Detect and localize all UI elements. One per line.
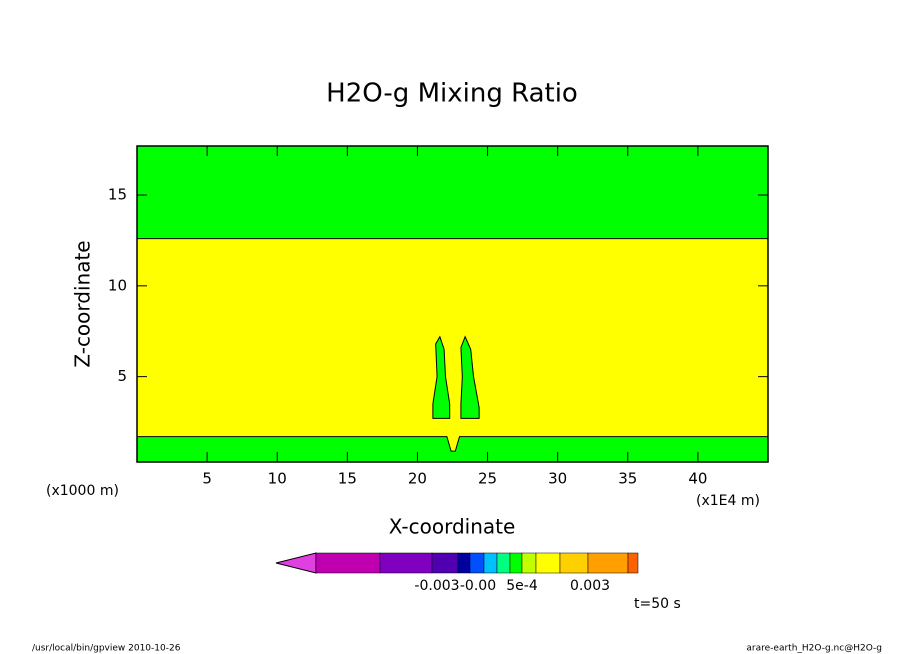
colorbar-swatch — [431, 552, 459, 574]
x-unit: (x1000 m) — [46, 483, 119, 499]
chart-title: H2O-g Mixing Ratio — [326, 79, 578, 109]
footer-left: /usr/local/bin/gpview 2010-10-26 — [32, 644, 181, 654]
x-axis-label: X-coordinate — [389, 515, 516, 539]
y-tick-label: 5 — [117, 367, 127, 385]
plot-frame — [136, 145, 769, 463]
contour-region — [432, 335, 451, 419]
x-tick-label: 40 — [688, 470, 707, 488]
colorbar-swatch — [457, 552, 471, 574]
colorbar-swatch — [496, 552, 511, 574]
colorbar-label: 5e-4 — [506, 578, 538, 594]
x-tick-label: 10 — [268, 470, 287, 488]
x-tick-label: 20 — [408, 470, 427, 488]
colorbar-swatch — [587, 552, 629, 574]
y-axis-label: Z-coordinate — [71, 240, 95, 367]
x-tick-label: 30 — [548, 470, 567, 488]
colorbar-swatch — [627, 552, 639, 574]
colorbar-label: 0.003 — [570, 578, 610, 594]
colorbar-swatch — [315, 552, 381, 574]
colorbar-swatch — [535, 552, 561, 574]
colorbar-swatch — [379, 552, 433, 574]
x-unit-2: (x1E4 m) — [696, 493, 760, 509]
x-tick-label: 25 — [478, 470, 497, 488]
colorbar-label: -0.00 — [460, 578, 496, 594]
y-tick-label: 10 — [108, 276, 127, 294]
colorbar-swatch — [509, 552, 523, 574]
x-tick-label: 15 — [338, 470, 357, 488]
colorbar-end — [275, 552, 317, 574]
colorbar-swatch — [469, 552, 485, 574]
y-tick-label: 15 — [108, 186, 127, 204]
x-tick-label: 35 — [618, 470, 637, 488]
colorbar-swatch — [521, 552, 537, 574]
time-label: t=50 s — [634, 596, 681, 612]
contour-region — [136, 145, 769, 240]
colorbar-label: -0.003 — [414, 578, 459, 594]
x-tick-label: 5 — [202, 470, 212, 488]
colorbar-swatch — [483, 552, 498, 574]
colorbar-swatch — [559, 552, 589, 574]
contour-region — [460, 335, 480, 419]
footer-right: arare-earth_H2O-g.nc@H2O-g — [746, 644, 882, 654]
